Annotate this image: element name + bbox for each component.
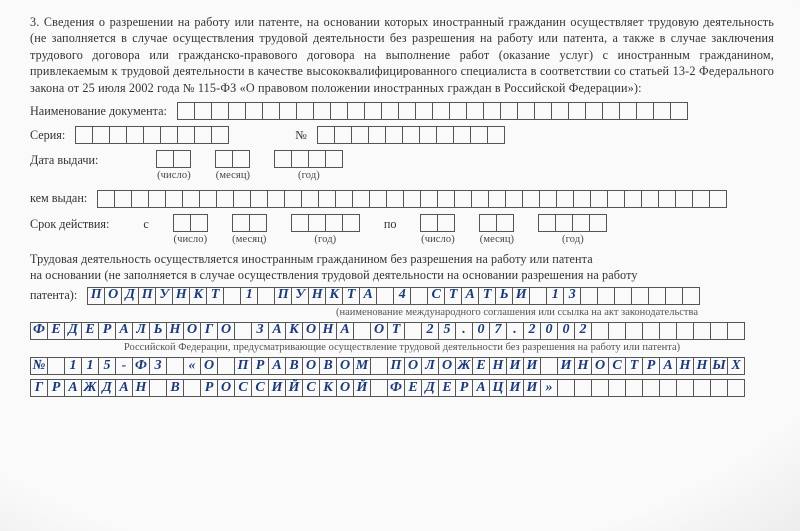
freeform-line1: Трудовая деятельность осуществляется ино… (30, 251, 774, 267)
row-doc-name: Наименование документа: (30, 102, 774, 120)
issued-by-label: кем выдан: (30, 190, 91, 206)
freeform-line2: на основании (не заполняется в случае ос… (30, 267, 774, 283)
row-filled-1: патента): ПОДПУНКТ 1 ПУНКТА 4 СТАТЬИ 13 (30, 287, 774, 305)
section-heading: 3. Сведения о разрешении на работу или п… (30, 14, 774, 96)
issue-day-sub: (число) (157, 169, 191, 183)
note1: (наименование международного соглашения … (30, 306, 774, 320)
to-year-cells[interactable] (538, 214, 607, 232)
validity-label: Срок действия: (30, 214, 113, 232)
from-month-cells[interactable] (232, 214, 267, 232)
to-year-sub: (год) (562, 233, 584, 247)
validity-to-label: по (384, 214, 401, 232)
number-cells[interactable] (317, 126, 505, 144)
to-month-cells[interactable] (479, 214, 514, 232)
to-month-sub: (месяц) (480, 233, 514, 247)
filled-line4-cells[interactable]: ГРАЖДАН В РОССИЙСКОЙ ФЕДЕРАЦИИ» (30, 379, 745, 397)
from-day-sub: (число) (173, 233, 207, 247)
row-issue-date: Дата выдачи: (число) (месяц) (год) (30, 150, 774, 183)
issue-month-group: (месяц) (215, 150, 250, 183)
section-number: 3. (30, 15, 39, 29)
row-filled-4: ГРАЖДАН В РОССИЙСКОЙ ФЕДЕРАЦИИ» (30, 379, 774, 397)
row-series-number: Серия: № (30, 126, 774, 144)
filled-line1-cells[interactable]: ПОДПУНКТ 1 ПУНКТА 4 СТАТЬИ 13 (87, 287, 700, 305)
issue-year-group: (год) (274, 150, 343, 183)
note2: Российской Федерации, предусматривающие … (30, 341, 774, 355)
issue-month-sub: (месяц) (216, 169, 250, 183)
issue-month-cells[interactable] (215, 150, 250, 168)
series-cells[interactable] (75, 126, 229, 144)
to-day-cells[interactable] (420, 214, 455, 232)
row-issued-by: кем выдан: (30, 190, 774, 208)
series-label: Серия: (30, 127, 69, 143)
doc-name-label: Наименование документа: (30, 103, 171, 119)
from-month-sub: (месяц) (232, 233, 266, 247)
issue-year-sub: (год) (298, 169, 320, 183)
section-body: Сведения о разрешении на работу или пате… (30, 15, 774, 95)
validity-from-label: с (143, 214, 152, 232)
from-year-cells[interactable] (291, 214, 360, 232)
to-day-sub: (число) (421, 233, 455, 247)
from-year-sub: (год) (314, 233, 336, 247)
row-filled-2: ФЕДЕРАЛЬНОГО ЗАКОНА ОТ 25.07.2002 (30, 322, 774, 340)
from-day-cells[interactable] (173, 214, 208, 232)
row-filled-3: № 115-ФЗ «О ПРАВОВОМ ПОЛОЖЕНИИ ИНОСТРАНН… (30, 357, 774, 375)
issue-day-group: (число) (156, 150, 191, 183)
issued-by-cells[interactable] (97, 190, 727, 208)
filled-line3-cells[interactable]: № 115-ФЗ «О ПРАВОВОМ ПОЛОЖЕНИИ ИНОСТРАНН… (30, 357, 745, 375)
issue-date-label: Дата выдачи: (30, 150, 102, 168)
number-label: № (295, 127, 311, 143)
filled-line2-cells[interactable]: ФЕДЕРАЛЬНОГО ЗАКОНА ОТ 25.07.2002 (30, 322, 745, 340)
row-validity: Срок действия: с (число) (месяц) (год) п… (30, 214, 774, 247)
issue-year-cells[interactable] (274, 150, 343, 168)
patent-label: патента): (30, 287, 81, 303)
doc-name-cells[interactable] (177, 102, 688, 120)
issue-day-cells[interactable] (156, 150, 191, 168)
